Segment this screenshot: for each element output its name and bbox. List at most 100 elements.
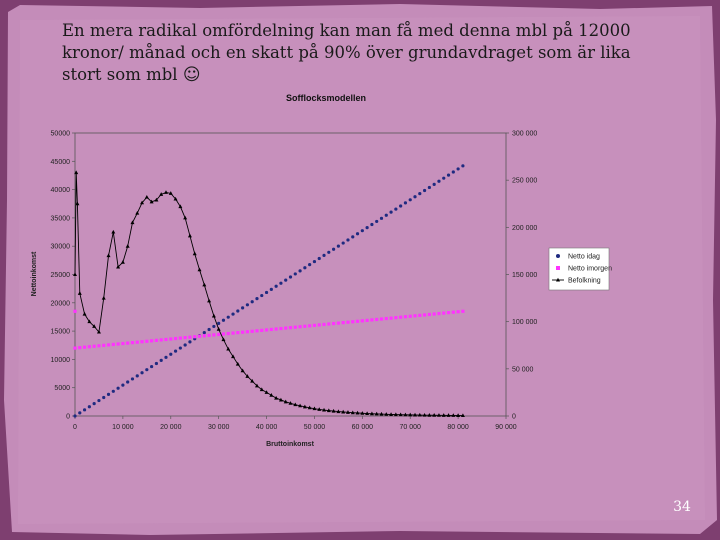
data-point [336,409,341,414]
data-point [408,198,412,202]
y-tick-label: 15000 [51,329,71,336]
y-tick-label: 40000 [51,187,71,194]
y2-tick-label: 150 000 [512,272,537,279]
data-point [394,316,398,320]
data-point [178,336,182,340]
data-point [322,407,327,412]
data-point [274,284,278,288]
x-tick-label: 80 000 [447,424,469,431]
data-point [432,182,436,186]
data-point [327,250,331,254]
data-point [173,196,178,201]
data-point [264,290,269,295]
data-point [413,195,417,199]
data-point [432,312,436,316]
y-tick-label: 50000 [51,131,71,138]
x-tick-label: 10 000 [112,424,134,431]
data-point [360,319,364,323]
data-point [217,321,221,325]
data-point [293,325,297,329]
data-point [154,361,159,366]
data-point [149,199,154,204]
y2-tick-label: 250 000 [512,178,537,185]
x-tick-label: 70 000 [400,424,422,431]
data-point [303,266,307,270]
y2-tick-label: 200 000 [512,225,537,232]
data-point [154,197,159,202]
data-point [250,329,254,333]
data-point [74,170,79,175]
data-point [346,238,350,242]
data-point [145,339,149,343]
y-tick-label: 30000 [51,244,71,251]
data-point [221,332,226,336]
chart-title: Sofflocksmodellen [286,93,366,103]
data-point [121,341,125,346]
data-point [422,412,427,417]
data-point [413,314,417,318]
data-point [298,403,303,408]
series-layer [73,164,465,418]
data-point [73,309,77,313]
data-point [260,328,264,332]
data-point [413,412,418,417]
data-point [288,275,293,279]
data-point [254,383,259,388]
data-point [302,404,307,409]
data-point [360,229,364,233]
data-point [92,344,96,348]
data-point [207,327,211,332]
data-point [365,411,370,416]
data-point [87,319,92,324]
data-point [211,313,216,318]
data-point [355,410,360,415]
data-point [432,413,437,417]
data-point [125,244,130,248]
data-point [365,318,369,322]
data-point [456,310,460,314]
data-point [73,414,77,418]
legend-label: Befolkning [568,278,601,285]
slide-text-content: En mera radikal omfördelning kan man få … [62,21,631,84]
data-point [279,326,283,331]
data-point [235,361,240,366]
chart-container: Sofflocksmodellen 0 10 000 20 000 30 000 40 … [25,88,625,448]
data-point [374,411,379,416]
data-point [101,295,106,300]
data-point [284,278,288,282]
data-point [226,346,231,351]
data-point [451,170,455,174]
data-point [322,253,326,257]
y-tick-label: 25000 [51,272,71,279]
data-point [150,339,154,343]
data-point [217,332,221,337]
y-tick-label: 45000 [51,159,71,166]
x-tick-label: 60 000 [352,424,374,431]
data-point [73,272,77,276]
data-point [96,329,101,334]
data-point [140,340,144,344]
data-point [312,406,317,411]
data-point [255,329,259,333]
data-point [87,345,91,349]
data-point [308,263,312,267]
data-point [236,331,240,335]
data-point [255,297,259,301]
data-point [212,333,216,337]
data-point [283,399,288,404]
data-point [384,213,388,217]
data-point [456,167,460,171]
chart-background [25,88,565,438]
data-point [120,260,125,264]
data-point [260,293,264,298]
data-point [250,300,254,304]
data-point [436,413,441,417]
y2-tick-label: 0 [512,414,516,421]
legend-label: Netto imorgen [568,266,612,273]
data-point [427,412,432,417]
data-point [173,336,178,341]
data-point [130,341,135,345]
data-point [140,371,144,375]
y2-tick-label: 300 000 [512,131,537,138]
data-point [399,204,403,208]
